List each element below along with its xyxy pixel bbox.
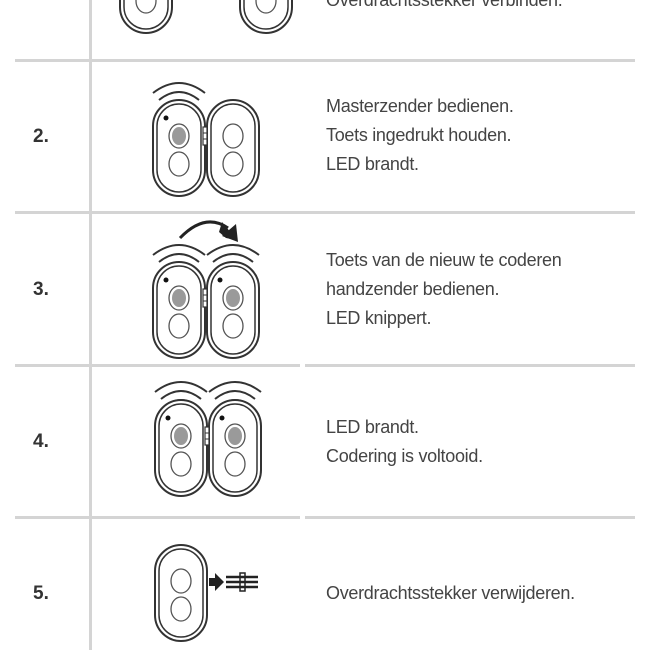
remote-control-icon (153, 100, 205, 196)
step-5-text: Overdrachtsstekker verwijderen. (326, 579, 575, 608)
step-text-line: LED brandt. (326, 417, 419, 437)
remote-control-icon (153, 262, 205, 358)
remote-control-icon (209, 400, 261, 496)
transfer-plug-icon (202, 126, 208, 146)
step-2-text: Masterzender bedienen. Toets ingedrukt h… (326, 92, 514, 179)
step-3-text: Toets van de nieuw te coderen handzender… (326, 246, 562, 333)
step-text-line: Codering is voltooid. (326, 446, 483, 466)
transfer-plug-icon (209, 572, 258, 592)
step-text-line: LED brandt. (326, 154, 419, 174)
column-divider (89, 0, 92, 650)
step-4-text: LED brandt. Codering is voltooid. (326, 413, 483, 471)
remote-control-icon (206, 99, 260, 197)
remote-control-icon (155, 400, 207, 496)
step-text-line: Toets ingedrukt houden. (326, 125, 512, 145)
step-text-line: LED knippert. (326, 308, 432, 328)
row-divider (15, 516, 300, 519)
step-text-line: Toets van de nieuw te coderen (326, 250, 562, 270)
step-text-line: handzender bedienen. (326, 279, 500, 299)
transfer-plug-icon (204, 426, 210, 446)
step-text-line: Masterzender bedienen. (326, 96, 514, 116)
step-2-number: 2. (33, 126, 49, 147)
step-1-text: Overdrachtsstekker verbinden. (326, 0, 563, 15)
step-4-number: 4. (33, 431, 49, 452)
step-text-line: Overdrachtsstekker verwijderen. (326, 583, 575, 603)
step-text-line: Overdrachtsstekker verbinden. (326, 0, 563, 10)
remote-control-icon (119, 0, 173, 34)
remote-control-icon (154, 544, 208, 642)
row-divider (15, 211, 635, 214)
row-divider (305, 516, 635, 519)
remote-control-icon (239, 0, 293, 34)
row-divider (15, 364, 300, 367)
step-5-number: 5. (33, 583, 49, 604)
step-3-number: 3. (33, 279, 49, 300)
row-divider (305, 364, 635, 367)
row-divider (15, 59, 635, 62)
transfer-plug-icon (202, 288, 208, 308)
remote-control-icon (207, 262, 259, 358)
curved-arrow-icon (178, 220, 238, 242)
